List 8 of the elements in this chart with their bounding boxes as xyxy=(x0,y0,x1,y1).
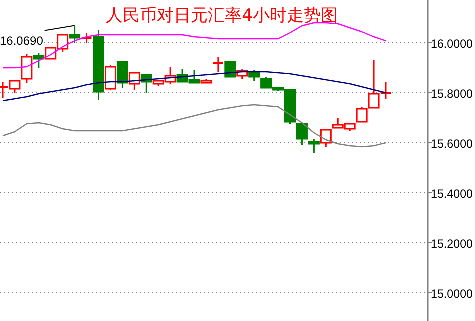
y-tick-label: 15.8000 xyxy=(431,87,474,101)
chart-title: 人民币对日元汇率4小时走势图 xyxy=(106,6,338,26)
annotation: 16.0690 xyxy=(0,34,44,48)
y-tick-label: 15.6000 xyxy=(431,137,474,151)
y-tick-label: 15.2000 xyxy=(431,237,474,251)
y-tick-label: 15.4000 xyxy=(431,187,474,201)
y-tick-label: 16.0000 xyxy=(431,37,474,51)
y-tick-label: 15.0000 xyxy=(431,287,474,301)
